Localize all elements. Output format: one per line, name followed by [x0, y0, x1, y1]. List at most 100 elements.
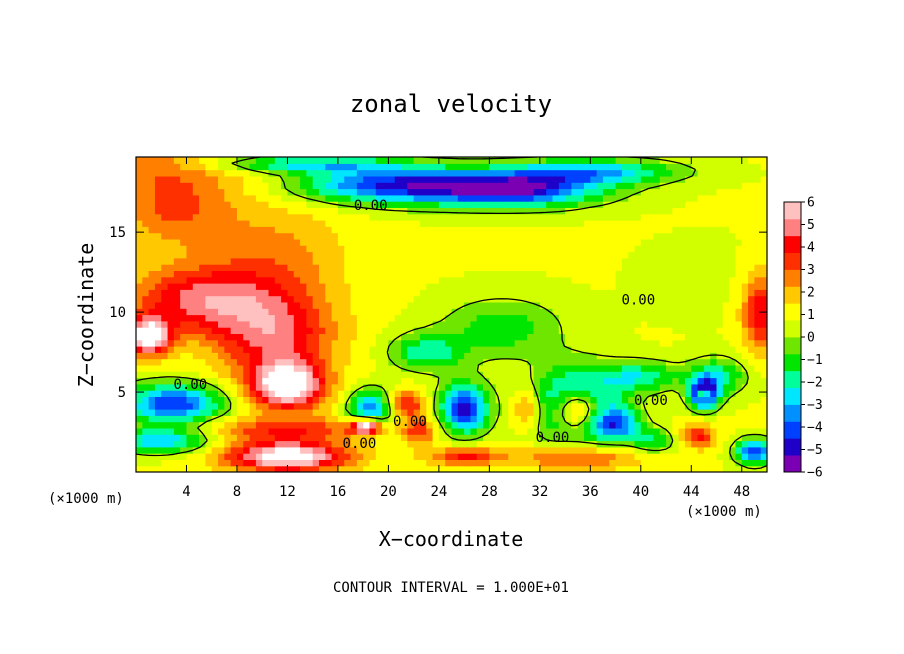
- field-cell: [470, 289, 478, 297]
- field-cell: [558, 415, 566, 423]
- field-cell: [325, 364, 333, 372]
- field-cell: [684, 283, 692, 290]
- field-cell: [476, 220, 484, 227]
- field-cell: [224, 434, 232, 442]
- field-cell: [760, 270, 767, 278]
- field-cell: [697, 257, 705, 265]
- field-cell: [691, 308, 699, 316]
- field-cell: [697, 283, 705, 290]
- field-cell: [716, 320, 724, 328]
- field-cell: [483, 390, 490, 397]
- field-cell: [470, 465, 478, 472]
- field-cell: [464, 427, 472, 435]
- field-cell: [464, 383, 472, 391]
- field-cell: [640, 194, 648, 202]
- field-cell: [457, 415, 465, 423]
- field-cell: [300, 409, 307, 416]
- field-cell: [527, 377, 535, 385]
- field-cell: [565, 364, 572, 372]
- field-cell: [634, 213, 642, 221]
- field-cell: [167, 213, 175, 221]
- field-cell: [590, 333, 598, 341]
- field-cell: [167, 390, 175, 397]
- field-cell: [388, 320, 396, 328]
- field-cell: [520, 220, 528, 227]
- field-cell: [722, 346, 730, 353]
- field-cell: [180, 220, 188, 227]
- field-cell: [148, 308, 156, 316]
- field-cell: [703, 270, 711, 278]
- field-cell: [558, 314, 566, 322]
- field-cell: [520, 289, 528, 297]
- field-cell: [577, 358, 585, 366]
- field-cell: [293, 453, 301, 460]
- field-cell: [653, 415, 661, 423]
- field-cell: [331, 415, 339, 423]
- field-cell: [375, 276, 383, 284]
- field-cell: [634, 238, 642, 246]
- field-cell: [274, 434, 282, 442]
- field-cell: [401, 396, 408, 404]
- field-cell: [451, 390, 459, 397]
- field-cell: [293, 308, 301, 316]
- field-cell: [571, 220, 579, 227]
- field-cell: [470, 257, 478, 265]
- field-cell: [464, 320, 472, 328]
- field-cell: [318, 358, 326, 366]
- field-cell: [432, 264, 440, 271]
- field-cell: [148, 163, 156, 171]
- field-cell: [325, 232, 333, 240]
- field-cell: [306, 352, 314, 360]
- field-cell: [451, 402, 459, 410]
- field-cell: [571, 402, 579, 410]
- field-cell: [684, 220, 692, 227]
- field-cell: [640, 220, 648, 227]
- field-cell: [268, 283, 276, 290]
- field-cell: [306, 421, 314, 429]
- field-cell: [546, 169, 554, 177]
- field-cell: [293, 295, 301, 303]
- field-cell: [419, 245, 427, 253]
- field-cell: [457, 270, 465, 278]
- field-cell: [249, 220, 257, 227]
- field-cell: [464, 264, 472, 271]
- field-cell: [634, 440, 642, 448]
- field-cell: [401, 427, 408, 435]
- field-cell: [337, 289, 345, 297]
- field-cell: [476, 333, 484, 341]
- field-cell: [666, 421, 673, 429]
- field-cell: [325, 188, 333, 196]
- field-cell: [527, 446, 535, 454]
- field-cell: [634, 434, 642, 442]
- field-cell: [154, 188, 162, 196]
- field-cell: [224, 245, 232, 253]
- field-cell: [678, 264, 686, 271]
- field-cell: [142, 289, 150, 297]
- field-cell: [274, 320, 282, 328]
- field-cell: [508, 308, 516, 316]
- field-cell: [476, 232, 484, 240]
- field-cell: [666, 371, 673, 379]
- field-cell: [287, 320, 295, 328]
- field-cell: [584, 157, 591, 164]
- field-cell: [136, 182, 143, 190]
- field-cell: [684, 427, 692, 435]
- field-cell: [647, 264, 655, 271]
- field-cell: [760, 257, 767, 265]
- field-cell: [281, 415, 289, 423]
- field-cell: [451, 283, 459, 290]
- field-cell: [394, 314, 402, 322]
- field-cell: [262, 157, 270, 164]
- field-cell: [748, 453, 755, 460]
- field-cell: [703, 201, 711, 208]
- field-cell: [268, 339, 276, 347]
- field-cell: [609, 465, 617, 472]
- field-cell: [300, 402, 307, 410]
- field-cell: [520, 245, 528, 253]
- field-cell: [318, 257, 326, 265]
- field-cell: [514, 327, 522, 334]
- field-cell: [666, 289, 673, 297]
- field-cell: [318, 327, 326, 334]
- field-cell: [640, 238, 648, 246]
- field-cell: [224, 301, 232, 309]
